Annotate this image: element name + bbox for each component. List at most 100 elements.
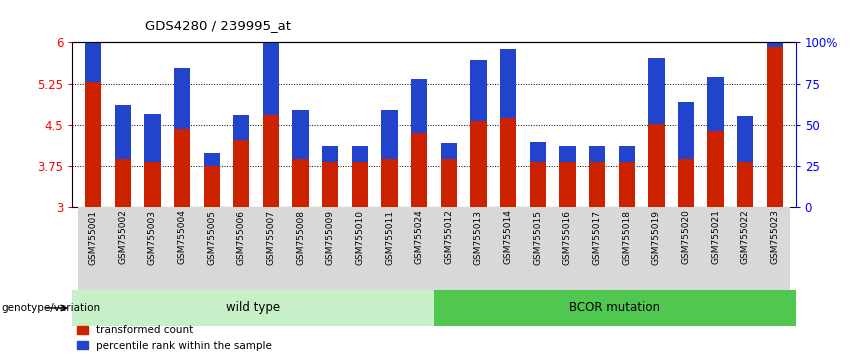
Bar (233, 140, 249, 207)
Text: BCOR mutation: BCOR mutation (569, 302, 660, 314)
Bar (648, 124, 665, 207)
Text: GSM755003: GSM755003 (148, 210, 157, 264)
Bar (144, 114, 161, 162)
Bar (411, 79, 427, 133)
Text: GSM755017: GSM755017 (592, 210, 602, 264)
Text: GSM755019: GSM755019 (652, 210, 661, 264)
Bar (345, 207, 374, 290)
Bar (85, 82, 101, 207)
Text: GSM755002: GSM755002 (118, 210, 128, 264)
Bar (612, 207, 642, 290)
Bar (374, 207, 404, 290)
Text: GSM755016: GSM755016 (563, 210, 572, 264)
Bar (434, 290, 796, 326)
Bar (85, 0, 101, 82)
Bar (434, 207, 464, 290)
Bar (293, 159, 309, 207)
Text: GSM755004: GSM755004 (178, 210, 186, 264)
Bar (233, 115, 249, 140)
Bar (671, 207, 701, 290)
Bar (500, 118, 517, 207)
Bar (730, 207, 760, 290)
Bar (471, 60, 487, 121)
Bar (197, 207, 226, 290)
Bar (767, 0, 783, 47)
Text: GSM755011: GSM755011 (385, 210, 394, 264)
Text: GSM755008: GSM755008 (296, 210, 306, 264)
Text: GSM755014: GSM755014 (504, 210, 512, 264)
Bar (707, 131, 724, 207)
Bar (351, 162, 368, 207)
Bar (115, 159, 131, 207)
Legend: transformed count, percentile rank within the sample: transformed count, percentile rank withi… (73, 321, 277, 354)
Text: GSM755006: GSM755006 (237, 210, 246, 264)
Bar (529, 142, 546, 162)
Bar (263, 115, 279, 207)
Text: wild type: wild type (226, 302, 280, 314)
Bar (707, 77, 724, 131)
Bar (381, 159, 397, 207)
Bar (559, 162, 575, 207)
Bar (72, 290, 434, 326)
Bar (529, 162, 546, 207)
Text: GSM755015: GSM755015 (534, 210, 542, 264)
Bar (678, 159, 694, 207)
Bar (226, 207, 256, 290)
Bar (404, 207, 434, 290)
Bar (263, 41, 279, 115)
Text: GSM755010: GSM755010 (356, 210, 364, 264)
Bar (144, 162, 161, 207)
Text: GSM755005: GSM755005 (207, 210, 216, 264)
Bar (174, 68, 190, 129)
Text: genotype/variation: genotype/variation (2, 303, 100, 313)
Bar (559, 145, 575, 162)
Bar (701, 207, 730, 290)
Bar (115, 105, 131, 159)
Bar (441, 159, 457, 207)
Bar (351, 145, 368, 162)
Bar (619, 145, 635, 162)
Text: GSM755020: GSM755020 (682, 210, 690, 264)
Bar (286, 207, 316, 290)
Text: GSM755022: GSM755022 (740, 210, 750, 264)
Text: GSM755023: GSM755023 (770, 210, 780, 264)
Text: GDS4280 / 239995_at: GDS4280 / 239995_at (145, 19, 291, 32)
Bar (642, 207, 671, 290)
Bar (648, 58, 665, 124)
Text: GSM755021: GSM755021 (711, 210, 720, 264)
Bar (737, 116, 753, 162)
Text: GSM755001: GSM755001 (89, 210, 98, 264)
Bar (381, 110, 397, 159)
Bar (760, 207, 790, 290)
Text: GSM755009: GSM755009 (326, 210, 334, 264)
Bar (256, 207, 286, 290)
Bar (678, 102, 694, 159)
Text: GSM755018: GSM755018 (622, 210, 631, 264)
Bar (441, 143, 457, 159)
Bar (167, 207, 197, 290)
Bar (174, 129, 190, 207)
Bar (322, 145, 339, 162)
Bar (471, 121, 487, 207)
Text: GSM755012: GSM755012 (444, 210, 454, 264)
Bar (322, 162, 339, 207)
Bar (203, 153, 220, 166)
Bar (589, 162, 605, 207)
Text: GSM755024: GSM755024 (414, 210, 424, 264)
Bar (316, 207, 345, 290)
Bar (500, 49, 517, 118)
Text: GSM755013: GSM755013 (474, 210, 483, 264)
Bar (589, 145, 605, 162)
Bar (737, 162, 753, 207)
Bar (293, 110, 309, 159)
Bar (494, 207, 523, 290)
Bar (523, 207, 552, 290)
Text: GSM755007: GSM755007 (266, 210, 276, 264)
Bar (78, 207, 108, 290)
Bar (411, 133, 427, 207)
Bar (203, 166, 220, 207)
Bar (619, 162, 635, 207)
Bar (582, 207, 612, 290)
Bar (138, 207, 167, 290)
Bar (108, 207, 138, 290)
